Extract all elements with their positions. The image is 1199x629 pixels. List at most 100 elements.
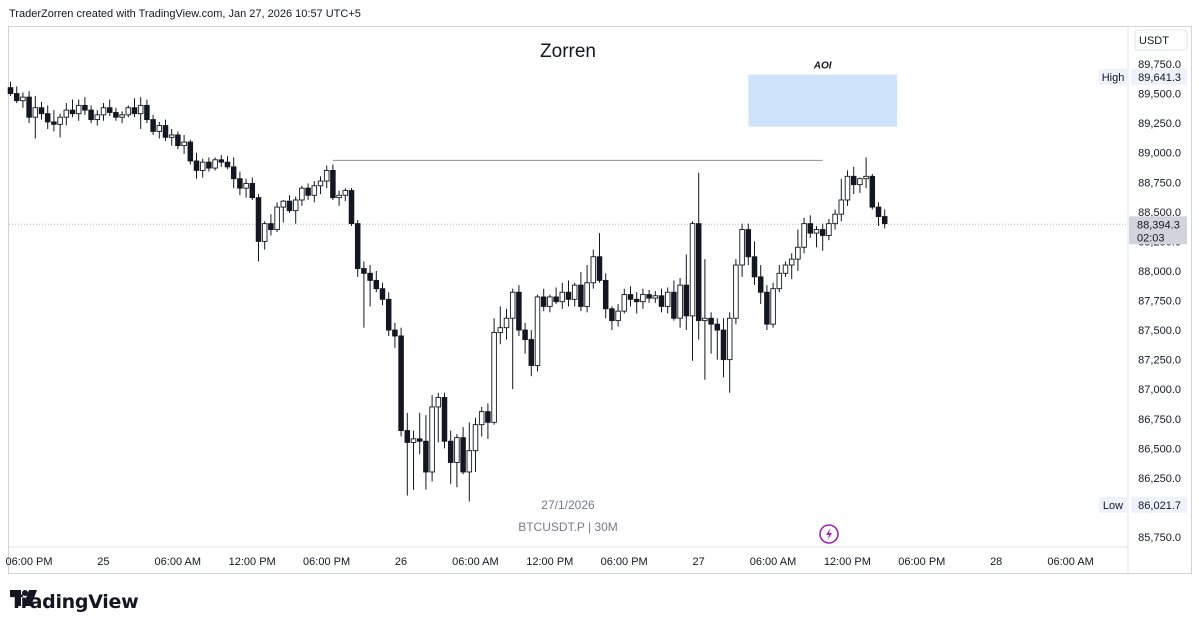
candle-body[interactable] [454,437,460,463]
price-axis[interactable]: 89,750.0 89,500.0 89,250.0 89,000.0 88,750.0… [1138,59,1181,544]
candle-body[interactable] [733,264,739,319]
candle-body[interactable] [361,268,367,274]
candle-body[interactable] [695,223,702,322]
candle-body[interactable] [13,93,20,102]
candle-body[interactable] [801,223,807,248]
candle-body[interactable] [150,119,156,132]
candle-body[interactable] [838,199,845,215]
candle-body[interactable] [100,107,107,116]
candle-body[interactable] [863,175,869,180]
candle-body[interactable] [311,185,318,196]
candle-body[interactable] [342,190,349,196]
candle-body[interactable] [770,288,776,325]
candle-body[interactable] [323,169,330,182]
candle-body[interactable] [726,317,733,361]
candle-body[interactable] [168,134,175,138]
candle-body[interactable] [633,298,640,303]
candle-body[interactable] [292,199,299,212]
candle-body[interactable] [671,291,677,319]
candle-body[interactable] [268,223,274,230]
candle-body[interactable] [224,161,231,168]
candle-body[interactable] [69,109,76,115]
candle-body[interactable] [485,411,491,423]
candle-body[interactable] [516,291,522,331]
candle-body[interactable] [819,229,826,236]
candle-body[interactable] [522,329,528,340]
candle-body[interactable] [82,104,88,111]
candle-body[interactable] [478,411,485,426]
candle-body[interactable] [788,258,795,266]
candle-body[interactable] [460,437,466,473]
candle-body[interactable] [286,200,293,212]
candle-body[interactable] [218,159,225,163]
candle-body[interactable] [689,223,696,317]
candle-body[interactable] [243,182,249,189]
candle-body[interactable] [392,329,398,337]
candle-body[interactable] [807,223,814,234]
candle-body[interactable] [571,284,578,300]
candle-body[interactable] [472,424,479,452]
candle-body[interactable] [683,284,690,317]
lightning-alert-icon[interactable] [819,524,839,544]
candle-body[interactable] [94,114,101,121]
candle-body[interactable] [119,114,125,118]
candle-body[interactable] [137,104,144,115]
candle-body[interactable] [602,279,609,310]
candle-body[interactable] [826,223,832,236]
candle-body[interactable] [590,256,597,284]
candle-body[interactable] [584,282,590,307]
candle-body[interactable] [646,294,652,299]
candle-body[interactable] [75,104,82,115]
candle-body[interactable] [230,166,237,180]
candle-body[interactable] [441,397,448,442]
candle-body[interactable] [559,291,566,303]
candle-body[interactable] [317,180,324,187]
candle-body[interactable] [57,116,63,125]
candle-body[interactable] [850,175,857,186]
candle-body[interactable] [348,190,355,225]
candle-body[interactable] [795,246,801,260]
candle-body[interactable] [757,276,764,293]
candle-body[interactable] [832,213,838,225]
candle-body[interactable] [714,323,721,331]
candle-body[interactable] [881,216,888,225]
candle-body[interactable] [7,87,14,95]
candle-body[interactable] [615,310,621,322]
tradingview-logo[interactable]: TradingView [10,590,139,614]
candle-body[interactable] [466,450,473,473]
candle-body[interactable] [447,440,454,463]
candle-body[interactable] [745,229,752,258]
candle-body[interactable] [416,438,423,442]
candlestick-chart[interactable]: Zorren 27/1/2026 BTCUSDT.P | 30M USDT AO… [0,0,1199,580]
candle-body[interactable] [354,223,361,270]
candle-body[interactable] [410,438,417,443]
candle-body[interactable] [249,182,256,199]
candle-body[interactable] [708,317,714,325]
candle-body[interactable] [423,440,429,473]
candle-body[interactable] [187,141,194,162]
candle-body[interactable] [26,96,32,118]
candle-body[interactable] [776,272,783,290]
candle-body[interactable] [609,308,615,322]
candle-body[interactable] [125,107,132,116]
candle-body[interactable] [534,296,541,366]
candle-body[interactable] [875,206,882,217]
candle-body[interactable] [497,327,504,333]
candle-body[interactable] [175,134,181,147]
candle-body[interactable] [509,291,516,319]
time-axis[interactable]: 06:00 PM 25 06:00 AM 12:00 PM 06:00 PM 26 06:0… [5,556,1093,568]
candle-body[interactable] [38,107,45,115]
candle-body[interactable] [373,279,380,290]
candle-body[interactable] [596,256,603,281]
candle-body[interactable] [162,125,169,138]
candle-body[interactable] [435,397,442,408]
candle-body[interactable] [261,223,268,242]
candle-body[interactable] [621,294,628,312]
candle-body[interactable] [578,284,584,307]
candle-body[interactable] [206,161,212,169]
candle-body[interactable] [51,121,57,125]
candle-body[interactable] [528,339,535,366]
candle-body[interactable] [274,206,280,231]
candle-body[interactable] [429,406,435,473]
candle-body[interactable] [739,229,745,266]
